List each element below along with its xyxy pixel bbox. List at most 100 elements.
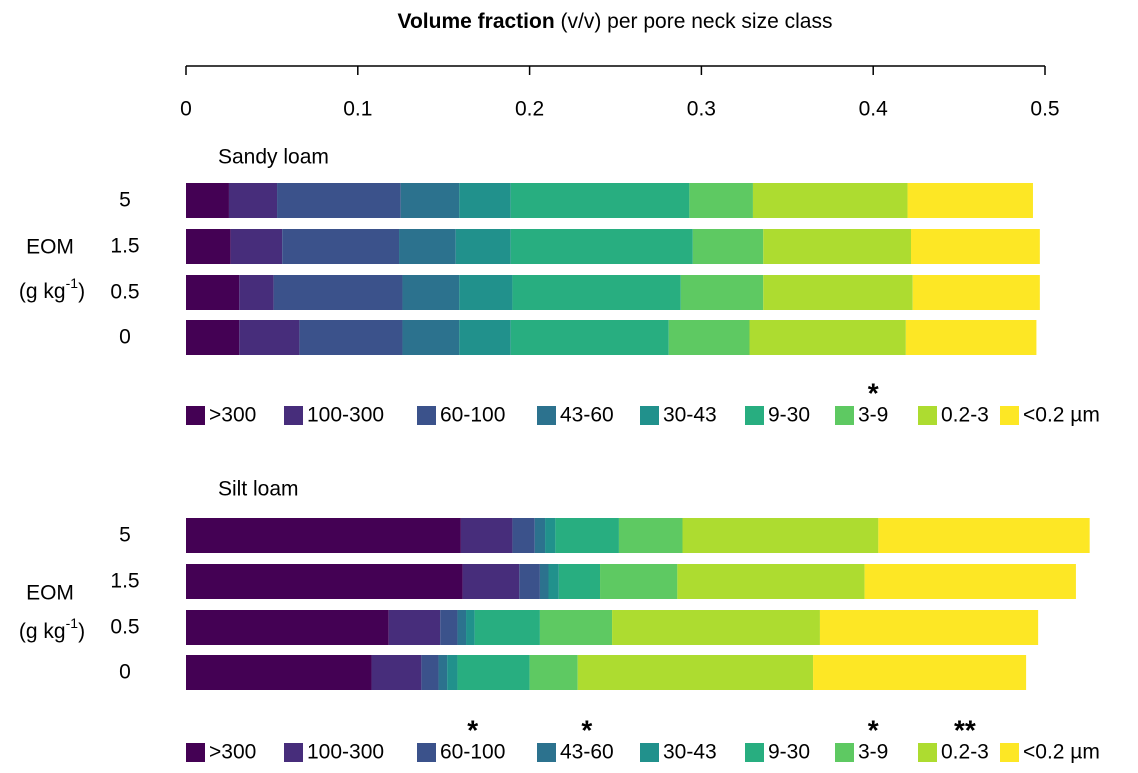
legend-label: 100-300 <box>307 741 384 764</box>
legend-swatch <box>537 406 556 425</box>
bar-segment <box>399 229 456 264</box>
bar-segment <box>548 564 559 599</box>
legend-label: 9-30 <box>768 741 810 764</box>
bar-segment <box>402 320 460 355</box>
bar-segment <box>600 564 678 599</box>
bar-segment <box>466 610 475 645</box>
bar-segment <box>186 518 461 553</box>
bar-segment <box>692 229 764 264</box>
y-label-sup: -1 <box>66 275 79 291</box>
bar-segment <box>819 610 1039 645</box>
bar-segment <box>512 275 681 310</box>
y-tick-label: 5 <box>119 189 131 212</box>
y-label-part: ) <box>78 280 85 303</box>
bar-segment <box>459 320 511 355</box>
bar-segment <box>577 655 814 690</box>
legend-label: 100-300 <box>307 404 384 427</box>
bar-segment <box>689 183 753 218</box>
legend-swatch <box>918 406 937 425</box>
bar-segment <box>282 229 400 264</box>
bar-segment <box>299 320 403 355</box>
legend-label: <0.2 µm <box>1023 741 1100 764</box>
bar-segment <box>510 229 693 264</box>
bar-segment <box>239 320 300 355</box>
bar-segment <box>612 610 820 645</box>
significance-mark: * <box>467 714 478 745</box>
bar-segment <box>230 229 283 264</box>
bar-segment <box>813 655 1027 690</box>
legend-label: 60-100 <box>440 741 505 764</box>
y-label: (g kg-1) <box>19 615 85 643</box>
y-label-part: (g kg <box>19 620 66 643</box>
legend-label: 3-9 <box>858 741 888 764</box>
x-tick-label: 0.3 <box>687 98 716 121</box>
bar-segment <box>186 275 240 310</box>
legend-swatch <box>640 743 659 762</box>
bar-segment <box>752 183 908 218</box>
chart-title: Volume fraction (v/v) per pore neck size… <box>398 10 833 33</box>
legend-label: 3-9 <box>858 404 888 427</box>
bar-segment <box>186 610 389 645</box>
y-label-part: (g kg <box>19 280 66 303</box>
y-tick-label: 0 <box>119 326 131 349</box>
legend-swatch <box>417 406 436 425</box>
bar-segment <box>545 518 556 553</box>
legend-label: 0.2-3 <box>941 741 989 764</box>
panel-title: Silt loam <box>218 478 299 501</box>
bar-segment <box>668 320 750 355</box>
bar-segment <box>512 518 535 553</box>
bar-segment <box>618 518 683 553</box>
bar-segment <box>228 183 278 218</box>
bar-segment <box>462 564 520 599</box>
bar-segment <box>763 275 913 310</box>
bar-segment <box>440 610 458 645</box>
legend-label: 30-43 <box>663 404 717 427</box>
y-label: EOM <box>26 236 74 259</box>
y-tick-label: 0 <box>119 661 131 684</box>
bar-segment <box>277 183 401 218</box>
significance-mark: * <box>868 377 879 408</box>
legend-swatch <box>918 743 937 762</box>
bar-segment <box>459 183 511 218</box>
bar-segment <box>912 275 1040 310</box>
x-tick-label: 0.4 <box>859 98 889 121</box>
bar-segment <box>682 518 879 553</box>
bar-segment <box>763 229 911 264</box>
y-label-sup: -1 <box>66 615 79 631</box>
bar-segment <box>186 320 240 355</box>
bar-segment <box>457 655 530 690</box>
bar-segment <box>421 655 439 690</box>
legend-label: 9-30 <box>768 404 810 427</box>
bar-segment <box>905 320 1037 355</box>
bar-segment <box>457 610 467 645</box>
bar-segment <box>529 655 578 690</box>
bar-segment <box>519 564 540 599</box>
legend-swatch <box>1000 743 1019 762</box>
legend-label: >300 <box>209 404 256 427</box>
bar-segment <box>474 610 540 645</box>
legend-swatch <box>835 743 854 762</box>
legend-swatch <box>1000 406 1019 425</box>
legend-label: <0.2 µm <box>1023 404 1100 427</box>
bar-segment <box>400 183 460 218</box>
bar-segment <box>539 564 549 599</box>
bar-segment <box>558 564 601 599</box>
bar-segment <box>677 564 865 599</box>
y-label: EOM <box>26 582 74 605</box>
legend-label: 60-100 <box>440 404 505 427</box>
bar-segment <box>878 518 1090 553</box>
bar-segment <box>539 610 613 645</box>
bar-segment <box>371 655 422 690</box>
x-tick-label: 0.5 <box>1030 98 1059 121</box>
bar-segment <box>186 564 463 599</box>
bar-segment <box>864 564 1076 599</box>
y-tick-label: 1.5 <box>110 570 139 593</box>
legend-label: 43-60 <box>560 741 614 764</box>
y-label: (g kg-1) <box>19 275 85 303</box>
bar-segment <box>186 655 372 690</box>
bar-segment <box>680 275 764 310</box>
legend-swatch <box>284 743 303 762</box>
bar-segment <box>186 183 229 218</box>
x-tick-label: 0.1 <box>343 98 372 121</box>
